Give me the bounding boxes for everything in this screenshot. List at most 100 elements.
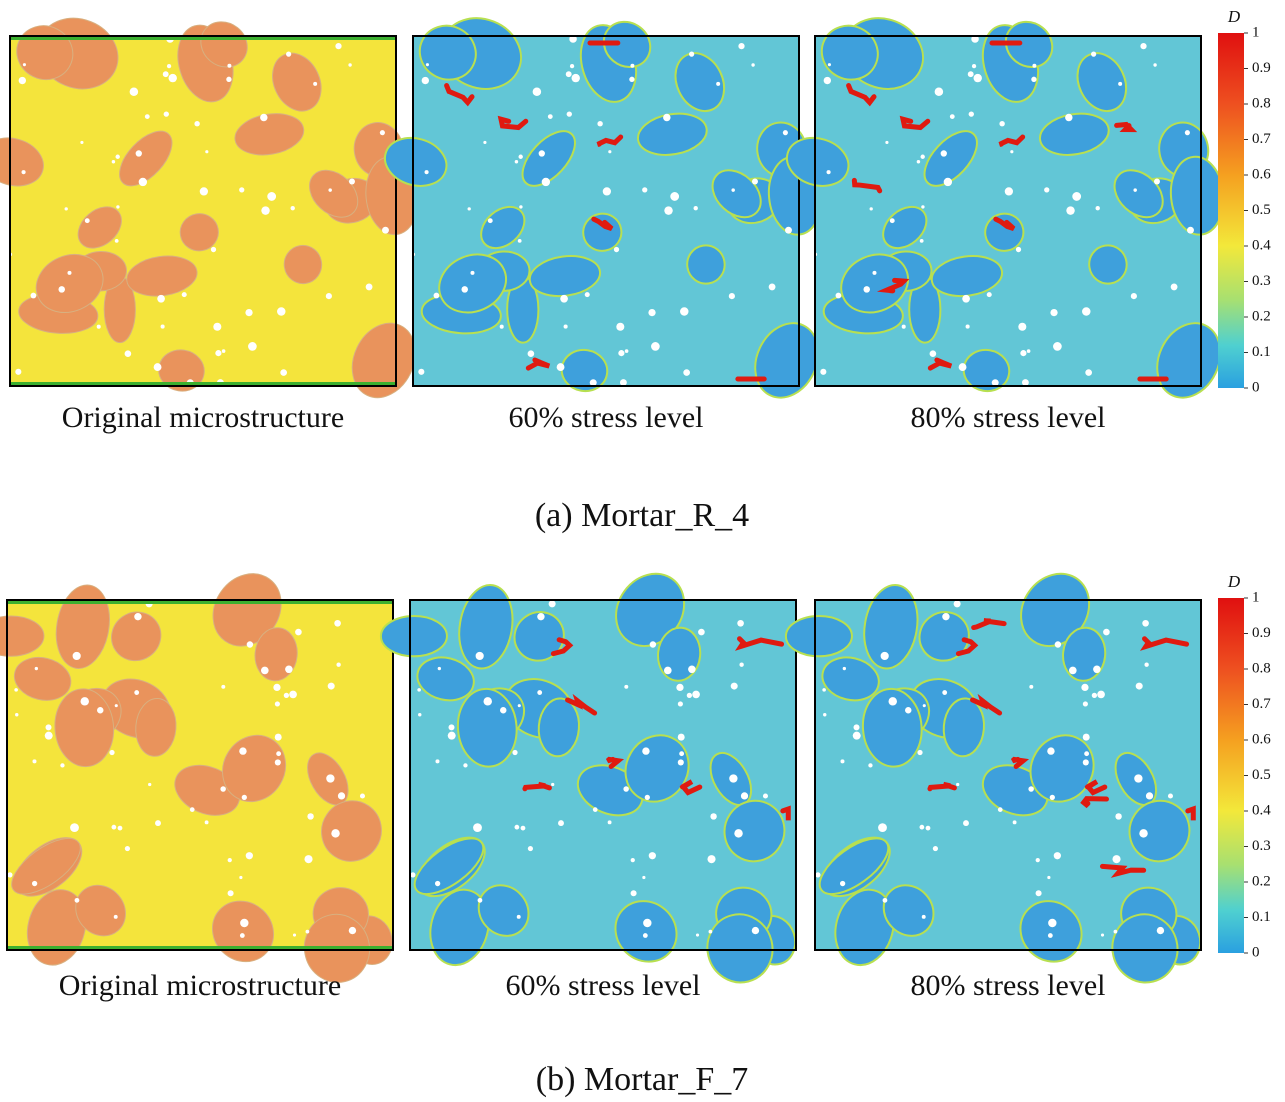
pore: [97, 707, 104, 714]
pore: [1085, 369, 1092, 376]
pore: [1091, 51, 1097, 57]
aggregate: [200, 21, 248, 68]
pore: [1044, 187, 1050, 193]
pore: [537, 612, 545, 621]
pore: [1156, 926, 1165, 935]
pore: [537, 690, 543, 695]
panel-border: [412, 35, 800, 387]
aggregate-damage: [821, 656, 880, 702]
pore: [467, 207, 471, 211]
pore: [15, 713, 19, 717]
pore: [649, 641, 657, 648]
aggregate-damage: [785, 136, 850, 187]
pore: [348, 178, 355, 185]
pore: [1050, 308, 1058, 317]
pore: [624, 684, 629, 689]
pore: [365, 283, 373, 291]
pore: [942, 690, 948, 695]
pore: [475, 651, 484, 661]
pore: [437, 666, 442, 671]
pore: [336, 662, 341, 667]
pore: [986, 292, 992, 298]
aggregate-damage: [582, 212, 623, 252]
pore: [31, 880, 38, 887]
panel-image: [0, 17, 420, 399]
colorbar-tick-label: 0.9: [1252, 60, 1271, 76]
crack: [993, 216, 1016, 231]
pore: [245, 308, 253, 317]
pore: [942, 612, 950, 621]
pore: [835, 292, 842, 299]
aggregate-damage: [723, 799, 786, 863]
pore: [477, 897, 483, 903]
panel-border: [814, 35, 1202, 387]
pore: [204, 820, 209, 825]
pore: [919, 238, 924, 243]
pore: [221, 684, 226, 689]
pore: [921, 914, 926, 919]
pore: [1066, 206, 1075, 215]
pore: [418, 713, 422, 717]
pore: [527, 846, 533, 852]
pore: [880, 651, 889, 661]
pore: [447, 731, 456, 740]
pore: [916, 160, 921, 164]
pore: [240, 918, 249, 928]
pore: [129, 87, 139, 97]
pore: [1035, 857, 1040, 863]
pore: [448, 724, 455, 731]
aggregate-damage: [711, 169, 762, 219]
aggregate: [126, 255, 198, 297]
aggregate: [75, 884, 126, 937]
pore: [261, 206, 270, 215]
colorbar: [1218, 33, 1244, 388]
pore: [433, 292, 440, 299]
pore: [124, 350, 132, 357]
pore: [313, 81, 318, 86]
pore: [1115, 813, 1122, 820]
pore: [999, 121, 1005, 127]
pore: [1084, 751, 1090, 757]
crack: [971, 618, 1007, 631]
pore: [516, 914, 521, 919]
aggregate: [119, 130, 173, 187]
pore: [221, 349, 226, 353]
aggregate: [222, 734, 287, 803]
pore: [292, 933, 297, 937]
colorbar-tick-label: 0.2: [1252, 308, 1271, 324]
pore: [1072, 192, 1082, 201]
pore: [194, 121, 200, 127]
pore: [949, 114, 955, 119]
pore: [80, 140, 84, 145]
pore: [965, 324, 970, 329]
crack: [780, 805, 791, 821]
pore: [734, 829, 743, 838]
pore: [956, 782, 960, 787]
pore: [157, 294, 165, 303]
aggregate: [0, 137, 44, 187]
pore: [210, 246, 217, 253]
panel-image: [379, 572, 797, 984]
pore: [514, 160, 519, 164]
pore: [560, 294, 568, 303]
pore: [963, 820, 969, 827]
pore: [1112, 855, 1121, 864]
pore: [1004, 187, 1014, 196]
pore: [1047, 933, 1053, 938]
pore: [740, 792, 749, 800]
aggregate-damage: [521, 130, 576, 187]
pore: [67, 270, 72, 275]
pore: [227, 857, 232, 863]
pore: [1020, 350, 1027, 357]
crack: [970, 693, 1003, 716]
pore: [379, 130, 385, 136]
pore: [823, 76, 832, 85]
pore: [967, 71, 974, 78]
pore: [277, 307, 286, 316]
aggregate-damage: [1128, 799, 1191, 863]
pore: [325, 293, 332, 300]
pore: [280, 369, 287, 376]
pore: [919, 824, 925, 830]
pore: [663, 113, 671, 122]
pore: [630, 63, 635, 68]
